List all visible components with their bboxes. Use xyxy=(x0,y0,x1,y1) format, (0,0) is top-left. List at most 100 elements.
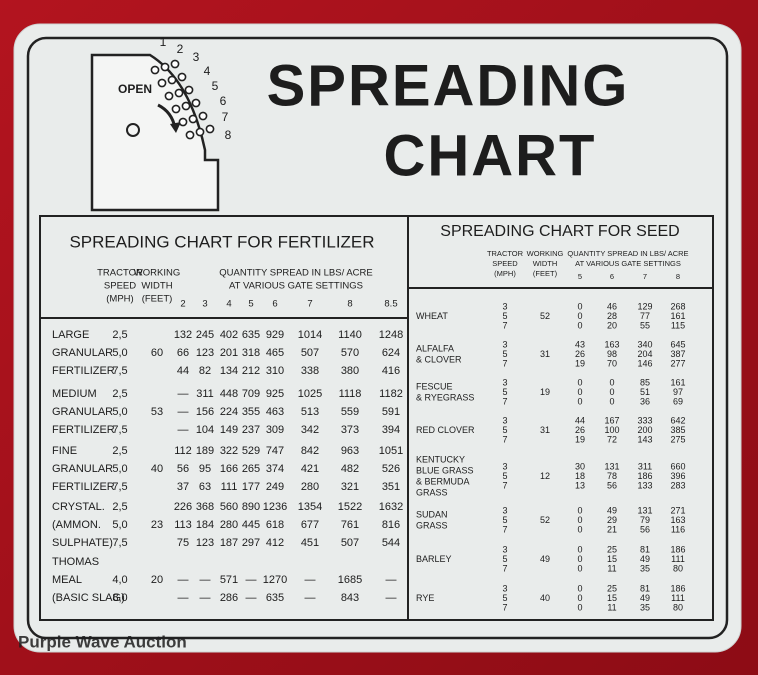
quantity: 143 xyxy=(637,434,652,444)
quantity: 268 xyxy=(670,301,685,311)
quantity: 161 xyxy=(670,311,685,321)
quantity: 15 xyxy=(607,593,617,603)
quantity: 72 xyxy=(607,434,617,444)
quantity: 463 xyxy=(266,406,284,418)
quantity: 37 xyxy=(177,481,189,493)
quantity: 322 xyxy=(220,445,238,457)
gauge-dot xyxy=(164,91,174,101)
quantity: 635 xyxy=(266,592,284,604)
quantity: 78 xyxy=(607,471,617,481)
quantity: 132 xyxy=(174,329,192,341)
quantity: 677 xyxy=(301,519,319,531)
header-quantity: QUANTITY SPREAD IN LBS/ ACRE xyxy=(567,249,688,258)
watermark: Purple Wave Auction xyxy=(18,632,187,651)
gauge-dot xyxy=(157,78,167,88)
quantity: 43 xyxy=(575,339,585,349)
quantity: 0 xyxy=(577,377,582,387)
quantity: 842 xyxy=(301,445,319,457)
gauge-dot xyxy=(171,104,181,114)
material: BARLEY xyxy=(416,554,452,564)
quantity: 19 xyxy=(575,358,585,368)
gauge-dot xyxy=(167,75,177,85)
quantity: 618 xyxy=(266,519,284,531)
speed: 5 xyxy=(502,515,507,525)
quantity: 123 xyxy=(196,347,214,359)
quantity: 380 xyxy=(341,365,359,377)
quantity: 0 xyxy=(577,396,582,406)
material: & CLOVER xyxy=(416,354,462,364)
gate-setting: 6 xyxy=(272,299,277,310)
header-speed: TRACTOR xyxy=(97,268,143,279)
header-speed: TRACTOR xyxy=(487,249,524,258)
quantity: 513 xyxy=(301,406,319,418)
quantity: 507 xyxy=(301,347,319,359)
speed: 7 xyxy=(502,358,507,368)
quantity: 186 xyxy=(670,544,685,554)
quantity: 385 xyxy=(670,425,685,435)
quantity: 373 xyxy=(341,424,359,436)
speed: 5 xyxy=(502,349,507,359)
quantity: 49 xyxy=(607,505,617,515)
quantity: 167 xyxy=(604,415,619,425)
quantity: 351 xyxy=(382,481,400,493)
quantity: 1354 xyxy=(298,501,322,513)
gate-setting: 8 xyxy=(347,299,352,310)
quantity: — xyxy=(178,388,189,400)
material: SULPHATE) xyxy=(52,537,113,549)
quantity: — xyxy=(386,592,397,604)
quantity: 355 xyxy=(242,406,260,418)
quantity: 85 xyxy=(640,377,650,387)
header-quantity: AT VARIOUS GATE SETTINGS xyxy=(229,281,363,292)
quantity: 311 xyxy=(638,461,652,471)
quantity: 166 xyxy=(220,463,238,475)
quantity: 26 xyxy=(575,349,585,359)
gauge xyxy=(90,53,220,212)
quantity: 571 xyxy=(220,574,238,586)
quantity: — xyxy=(200,574,211,586)
quantity: 843 xyxy=(341,592,359,604)
quantity: 310 xyxy=(266,365,284,377)
width: 40 xyxy=(151,463,163,475)
quantity: 100 xyxy=(604,425,619,435)
width: 52 xyxy=(540,311,550,321)
quantity: 275 xyxy=(670,434,685,444)
quantity: 95 xyxy=(199,463,211,475)
quantity: 111 xyxy=(221,481,238,493)
quantity: — xyxy=(246,574,257,586)
width: 40 xyxy=(540,593,550,603)
speed: 3 xyxy=(502,544,507,554)
quantity: 591 xyxy=(382,406,400,418)
quantity: 156 xyxy=(196,406,214,418)
quantity: 0 xyxy=(577,505,582,515)
quantity: 560 xyxy=(220,501,238,513)
quantity: 0 xyxy=(577,311,582,321)
quantity: 29 xyxy=(607,515,617,525)
speed: 3 xyxy=(502,339,507,349)
quantity: 645 xyxy=(670,339,685,349)
quantity: 112 xyxy=(174,445,192,457)
quantity: 1685 xyxy=(338,574,362,586)
quantity: 11 xyxy=(607,563,616,573)
quantity: 226 xyxy=(174,501,192,513)
gauge-setting: 4 xyxy=(204,64,211,78)
quantity: 249 xyxy=(266,481,284,493)
table-title: SPREADING CHART FOR FERTILIZER xyxy=(69,232,374,251)
quantity: 26 xyxy=(575,425,585,435)
material: MEDIUM xyxy=(52,388,97,400)
speed: 3 xyxy=(502,301,507,311)
quantity: 0 xyxy=(609,396,614,406)
quantity: 11 xyxy=(607,602,616,612)
quantity: 55 xyxy=(640,320,650,330)
gauge-dot xyxy=(185,130,195,140)
quantity: 0 xyxy=(577,301,582,311)
table-frame xyxy=(39,215,714,621)
quantity: — xyxy=(178,592,189,604)
quantity: 161 xyxy=(670,377,685,387)
speed: 5 xyxy=(502,471,507,481)
material: GRASS xyxy=(416,520,448,530)
quantity: 1248 xyxy=(379,329,403,341)
gauge-setting: 7 xyxy=(222,110,229,124)
gauge-setting: 8 xyxy=(225,128,232,142)
quantity: 309 xyxy=(266,424,284,436)
